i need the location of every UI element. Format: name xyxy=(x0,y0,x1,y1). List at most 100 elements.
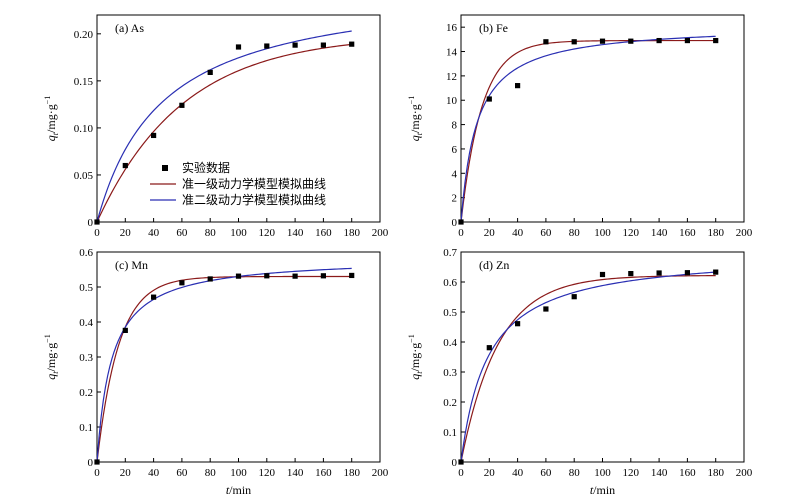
x-tick-label: 0 xyxy=(458,467,464,479)
data-point xyxy=(179,280,185,286)
data-point xyxy=(543,306,549,312)
x-tick-label: 180 xyxy=(343,227,360,239)
panel-title: (a) As xyxy=(115,21,144,35)
data-point xyxy=(349,272,355,279)
x-tick-label: 20 xyxy=(120,467,132,479)
x-tick-label: 60 xyxy=(540,227,552,239)
y-tick-label: 6 xyxy=(452,144,458,156)
y-axis-label: qt/mg·g−1 xyxy=(43,334,60,379)
y-tick-label: 0.4 xyxy=(443,337,457,349)
x-tick-label: 100 xyxy=(594,467,611,479)
y-tick-label: 10 xyxy=(446,95,458,107)
data-point xyxy=(628,38,634,44)
y-tick-label: 0.1 xyxy=(443,427,457,439)
y-tick-label: 0.15 xyxy=(74,76,94,88)
data-point xyxy=(684,37,690,44)
data-point xyxy=(543,39,549,45)
x-tick-label: 140 xyxy=(651,227,668,239)
data-point xyxy=(713,269,719,275)
pso-fit-curve xyxy=(96,267,352,463)
data-point xyxy=(122,327,128,333)
x-tick-label: 60 xyxy=(176,227,188,239)
x-tick-label: 80 xyxy=(205,227,217,239)
legend-marker-experimental xyxy=(162,165,168,171)
x-tick-label: 200 xyxy=(736,227,753,239)
x-tick-label: 60 xyxy=(540,467,552,479)
data-point xyxy=(458,459,464,465)
panel-title: (c) Mn xyxy=(115,258,148,272)
x-tick-label: 40 xyxy=(148,227,160,239)
x-tick-label: 40 xyxy=(148,467,160,479)
y-tick-label: 14 xyxy=(446,47,458,59)
chart-panel-0: 0 20 40 60 80 100 120 140 160 180 200 0 0.05 0.10 0.15… xyxy=(43,14,389,239)
data-point xyxy=(486,96,492,102)
y-tick-label: 0.4 xyxy=(79,317,93,329)
data-point xyxy=(713,37,719,44)
data-point xyxy=(320,273,326,279)
y-axis-label: qt/mg·g−1 xyxy=(43,96,60,141)
data-point xyxy=(151,132,157,139)
data-point xyxy=(628,271,634,277)
y-tick-label: 8 xyxy=(452,120,458,132)
data-point xyxy=(458,219,464,225)
pfo-fit-curve xyxy=(460,39,716,223)
y-tick-label: 0 xyxy=(88,217,94,229)
y-tick-label: 0.2 xyxy=(79,387,93,399)
data-point xyxy=(292,273,298,279)
x-tick-label: 140 xyxy=(287,227,304,239)
data-point xyxy=(264,43,270,49)
x-tick-label: 20 xyxy=(484,227,496,239)
x-tick-label: 160 xyxy=(679,467,696,479)
plot-frame xyxy=(96,251,381,463)
chart-panel-1: 0 20 40 60 80 100 120 140 160 180 200 0 2 4 6 8 10 12 14 16… xyxy=(407,14,753,239)
legend-label: 准一级动力学模型模拟曲线 xyxy=(182,176,326,191)
x-tick-label: 40 xyxy=(512,227,524,239)
x-tick-label: 200 xyxy=(372,467,389,479)
data-point xyxy=(599,38,606,44)
data-point xyxy=(320,42,326,48)
x-tick-label: 120 xyxy=(259,467,276,479)
x-tick-label: 60 xyxy=(176,467,188,479)
pso-fit-curve xyxy=(96,30,352,223)
chart-panel-2: 0 20 40 60 80 100 120 140 160 180 200 0 0.1 0.2 0.3 0.4… xyxy=(43,247,389,497)
x-tick-label: 120 xyxy=(259,227,276,239)
y-tick-label: 0.3 xyxy=(79,352,93,364)
panel-title: (d) Zn xyxy=(479,258,509,272)
x-tick-label: 160 xyxy=(315,467,332,479)
y-tick-label: 0.10 xyxy=(74,123,94,135)
data-point xyxy=(264,273,270,279)
data-point xyxy=(122,162,128,169)
x-tick-label: 0 xyxy=(94,227,100,239)
x-tick-label: 100 xyxy=(230,467,247,479)
plot-frame xyxy=(460,14,745,223)
x-tick-label: 100 xyxy=(594,227,611,239)
data-point xyxy=(235,273,242,279)
x-tick-label: 20 xyxy=(120,227,132,239)
y-axis-label: qt/mg·g−1 xyxy=(407,96,424,141)
data-point xyxy=(207,276,213,282)
y-tick-label: 0 xyxy=(88,457,94,469)
pso-fit-curve xyxy=(460,271,716,463)
legend-label: 准二级动力学模型模拟曲线 xyxy=(182,192,326,207)
data-point xyxy=(292,42,298,48)
x-tick-label: 0 xyxy=(458,227,464,239)
y-tick-label: 0.3 xyxy=(443,367,457,379)
x-tick-label: 160 xyxy=(679,227,696,239)
x-tick-label: 20 xyxy=(484,467,496,479)
data-point xyxy=(599,271,606,278)
x-tick-label: 180 xyxy=(343,467,360,479)
y-tick-label: 0.5 xyxy=(79,282,93,294)
legend-label: 实验数据 xyxy=(182,160,230,175)
y-tick-label: 12 xyxy=(446,71,457,83)
y-tick-label: 0.7 xyxy=(443,247,457,259)
y-tick-label: 0.5 xyxy=(443,307,457,319)
data-point xyxy=(207,69,213,75)
pfo-fit-curve xyxy=(96,43,352,223)
chart-panel-3: 0 20 40 60 80 100 120 140 160 180 200 0 0.1 0.2 0.3 0.4… xyxy=(407,247,753,497)
y-tick-label: 4 xyxy=(452,168,458,180)
y-tick-label: 0.05 xyxy=(74,170,94,182)
data-point xyxy=(94,219,100,225)
x-tick-label: 100 xyxy=(230,227,247,239)
x-tick-label: 120 xyxy=(623,467,640,479)
